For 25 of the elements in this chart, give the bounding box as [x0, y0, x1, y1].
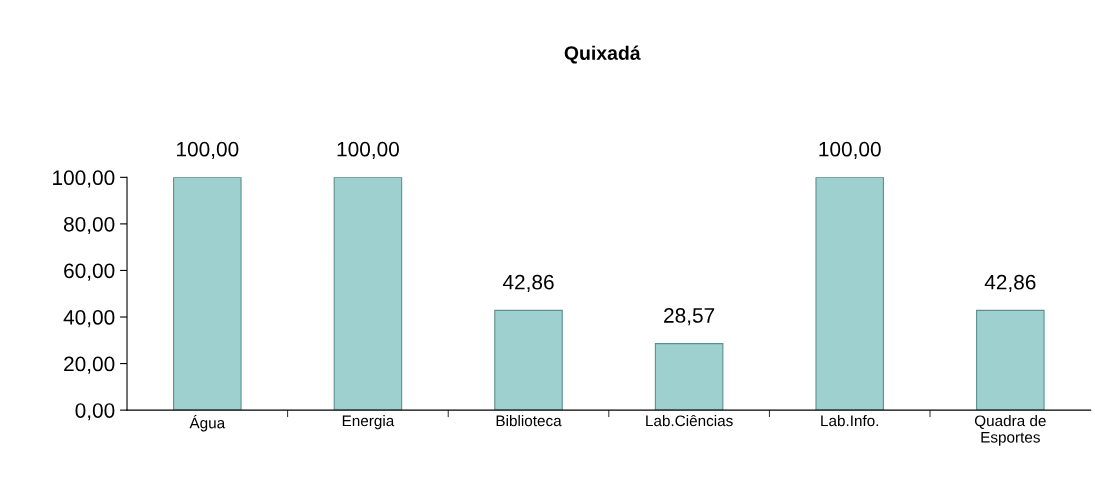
x-tick-label: Energia — [342, 414, 395, 430]
bar — [815, 177, 885, 411]
x-tick-label: Biblioteca — [496, 414, 562, 427]
y-tick-label: 0,00 — [75, 403, 115, 421]
data-label: 100,00 — [819, 141, 881, 160]
bar — [654, 343, 724, 411]
x-tick-label: Lab.Info. — [821, 414, 879, 427]
y-tick-label: 100,00 — [53, 170, 115, 188]
bar — [333, 177, 403, 411]
x-tick-label: Água — [189, 414, 226, 432]
data-label: 42,86 — [984, 274, 1036, 293]
bar — [494, 309, 563, 411]
x-tick-label: Quadra de Esportes — [974, 414, 1046, 446]
x-tick-label: Lab.Ciências — [646, 414, 733, 427]
chart-title: Quixadá — [564, 45, 641, 64]
y-tick-label: 20,00 — [64, 356, 115, 374]
y-tick-label: 40,00 — [63, 310, 115, 328]
y-tick-label: 80,00 — [63, 216, 115, 235]
data-label: 28,57 — [664, 308, 715, 326]
data-label: 100,00 — [337, 141, 399, 160]
data-label: 100,00 — [177, 141, 239, 160]
bar — [976, 309, 1045, 411]
data-label: 42,86 — [502, 274, 554, 293]
bar — [173, 177, 242, 411]
y-tick-label: 60,00 — [64, 263, 115, 281]
